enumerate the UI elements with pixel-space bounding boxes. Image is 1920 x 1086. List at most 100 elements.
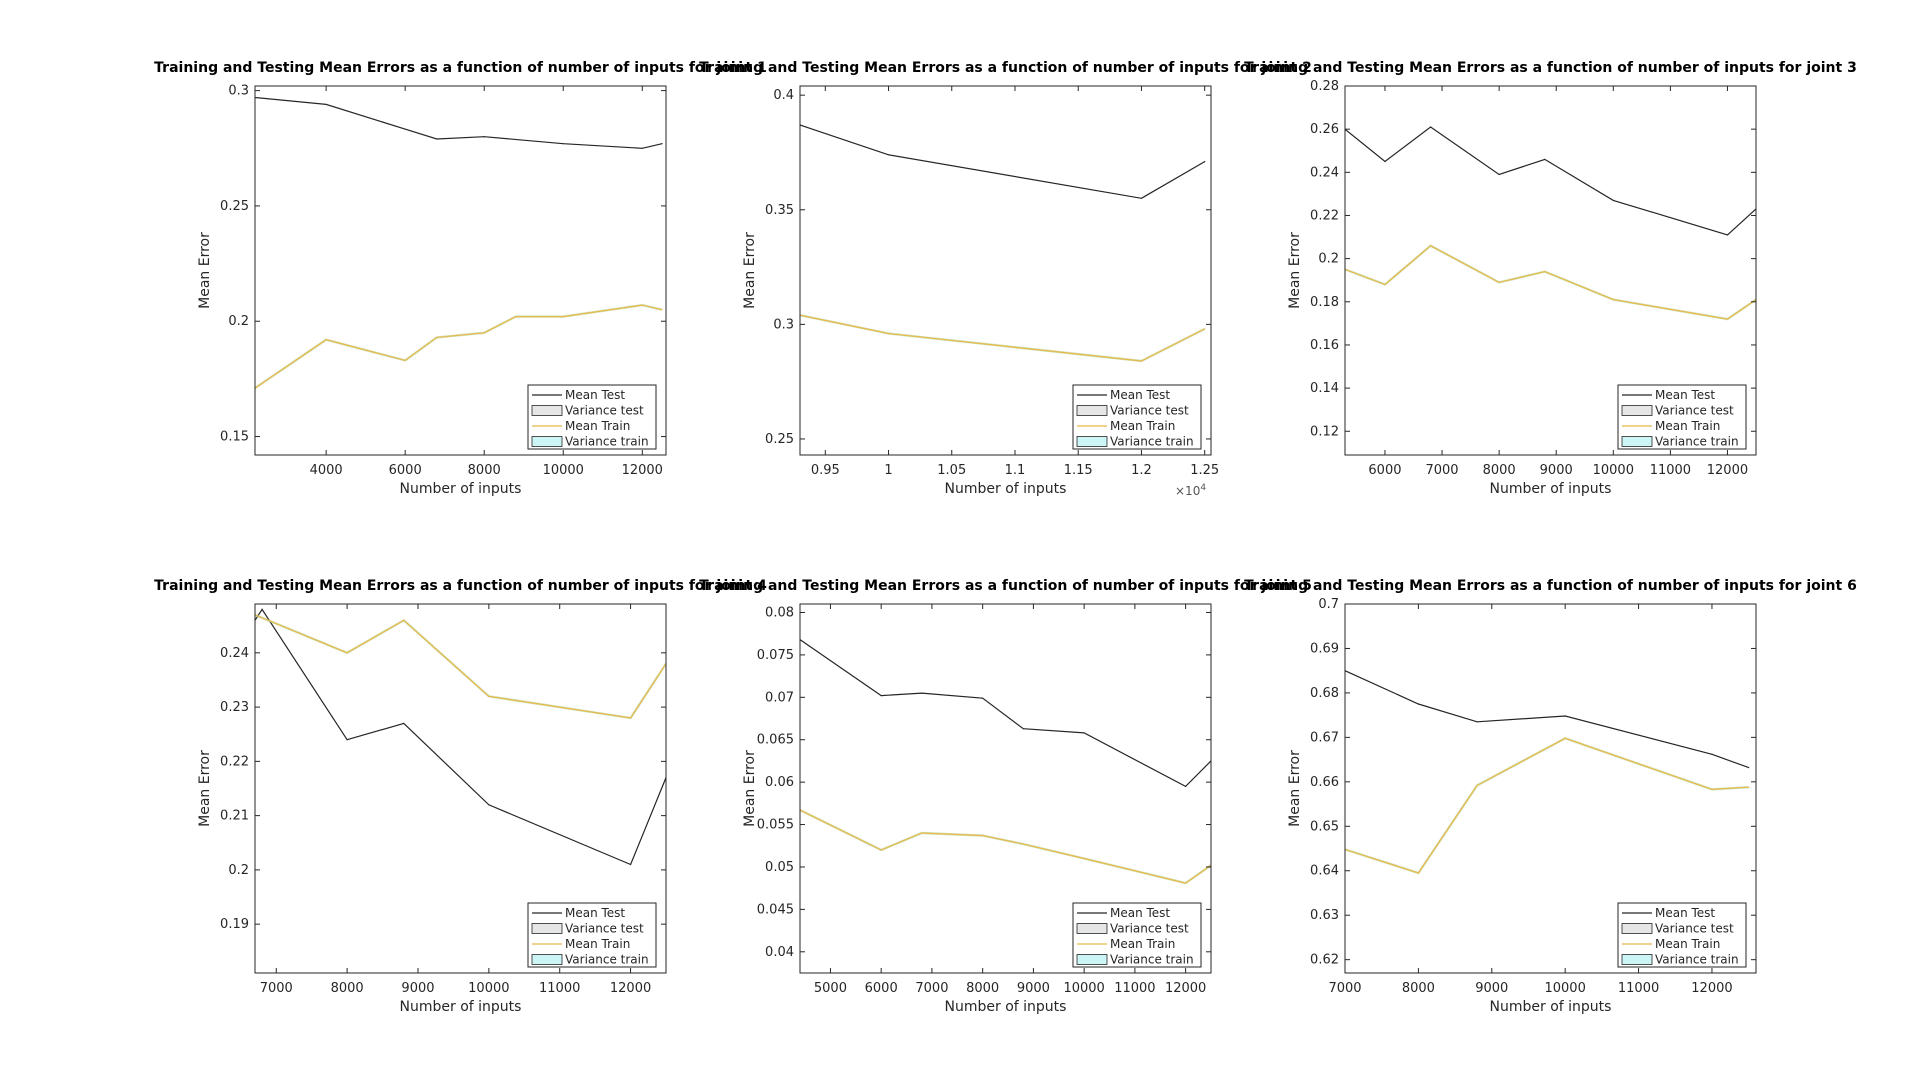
x-tick-label: 12000 — [1707, 463, 1748, 478]
axes-box — [799, 85, 1212, 456]
subplot-joint-3: 6000 7000 8000 9000 10000 11000 12000 0.12 0.14 0… — [1244, 60, 1857, 497]
chart-title: Training and Testing Mean Errors as a fu… — [1244, 60, 1857, 76]
mean-train-line — [800, 314, 1205, 362]
mean-train-point — [1417, 872, 1419, 874]
mean-test-point — [346, 739, 348, 741]
x-tick-label: 7000 — [1425, 463, 1458, 478]
legend-label: Variance test — [1110, 922, 1189, 936]
x-tick-label: 11000 — [539, 981, 580, 996]
mean-test-point — [483, 136, 485, 138]
y-tick-label: 0.28 — [1310, 79, 1339, 94]
legend-label: Variance train — [565, 435, 649, 449]
y-tick-label: 0.67 — [1310, 730, 1339, 745]
x-tick-label: 6000 — [1368, 463, 1401, 478]
mean-train-point — [1204, 328, 1206, 330]
legend-label: Variance train — [1655, 435, 1739, 449]
mean-test-point — [880, 695, 882, 697]
y-tick-label: 0.2 — [228, 314, 249, 329]
subplot-joint-2: 0.95 1 1.05 1.1 1.15 1.2 1.25 0.25 0.3 0.35 0.4 ×10… — [699, 60, 1312, 498]
y-tick-label: 0.22 — [1310, 208, 1339, 223]
x-tick-label: 9000 — [1017, 981, 1050, 996]
mean-test-point — [921, 692, 923, 694]
x-tick-label: 8000 — [1483, 463, 1516, 478]
y-tick-label: 0.4 — [773, 88, 794, 103]
axes-box — [254, 85, 667, 456]
x-tick-label: 10000 — [1544, 981, 1585, 996]
mean-train-point — [562, 316, 564, 318]
subplot-joint-5: 5000 6000 7000 8000 9000 10000 11000 12000 0.04 0… — [699, 578, 1312, 1015]
mean-test-point — [1498, 173, 1500, 176]
x-tick-label: 1.15 — [1064, 463, 1093, 478]
mean-test-point — [1430, 126, 1432, 128]
y-tick-label: 0.19 — [220, 917, 249, 932]
x-axis-label: Number of inputs — [945, 999, 1067, 1015]
x-tick-label: 7000 — [260, 981, 293, 996]
legend-variance-train-swatch — [1076, 954, 1108, 965]
y-tick-label: 0.045 — [757, 902, 794, 917]
mean-train-point — [515, 316, 517, 318]
y-tick-label: 0.24 — [1310, 165, 1339, 180]
series-group — [1345, 670, 1750, 875]
chart-title: Training and Testing Mean Errors as a fu… — [154, 60, 767, 76]
legend-label: Mean Test — [565, 388, 625, 402]
legend-label: Variance test — [1655, 922, 1734, 936]
mean-test-point — [1140, 197, 1143, 199]
legend-variance-test-swatch — [1621, 405, 1653, 416]
legend-label: Mean Train — [1110, 419, 1175, 433]
x-tick-label: 1.25 — [1190, 463, 1219, 478]
x-tick-label: 8000 — [966, 981, 999, 996]
x-tick-label: 12000 — [622, 463, 663, 478]
y-tick-label: 0.08 — [765, 605, 794, 620]
y-tick-label: 0.14 — [1310, 381, 1339, 396]
series-group — [1345, 126, 1756, 321]
x-axis-label: Number of inputs — [1490, 999, 1612, 1015]
mean-train-point — [1748, 786, 1750, 788]
mean-train-point — [982, 834, 984, 837]
mean-train-point — [1185, 882, 1187, 884]
legend-variance-test-swatch — [531, 405, 563, 416]
chart-title: Training and Testing Mean Errors as a fu… — [154, 578, 767, 594]
x-tick-label: 8000 — [1402, 981, 1435, 996]
y-tick-label: 0.25 — [220, 199, 249, 214]
x-tick-label: 10000 — [468, 981, 509, 996]
mean-train-point — [921, 832, 923, 834]
x-tick-label: 1.05 — [937, 463, 966, 478]
mean-test-line — [1345, 126, 1756, 236]
legend-variance-train-swatch — [1621, 954, 1653, 965]
legend-label: Variance test — [1110, 404, 1189, 418]
x-tick-label: 8000 — [331, 981, 364, 996]
x-tick-label: 4000 — [310, 463, 343, 478]
mean-test-line — [800, 124, 1206, 199]
mean-test-point — [436, 138, 438, 140]
y-tick-label: 0.2 — [1318, 252, 1339, 267]
mean-train-point — [346, 652, 348, 654]
legend-label: Mean Test — [1655, 906, 1715, 920]
x-tick-label: 0.95 — [811, 463, 840, 478]
y-tick-label: 0.35 — [765, 203, 794, 218]
mean-train-point — [436, 336, 438, 338]
x-axis-label: Number of inputs — [400, 481, 522, 497]
y-tick-label: 0.23 — [220, 700, 249, 715]
mean-train-line — [1345, 244, 1756, 320]
y-tick-label: 0.62 — [1310, 953, 1339, 968]
x-tick-label: 6000 — [865, 981, 898, 996]
mean-train-point — [1726, 318, 1729, 320]
x-tick-label: 11000 — [1650, 463, 1691, 478]
legend-label: Variance test — [1655, 404, 1734, 418]
subplot-joint-6: 7000 8000 9000 10000 11000 12000 0.62 0.63 0.64 0… — [1244, 578, 1857, 1015]
mean-test-point — [629, 863, 632, 866]
x-tick-label: 10000 — [543, 463, 584, 478]
mean-train-point — [1564, 737, 1566, 739]
y-tick-label: 0.075 — [757, 648, 794, 663]
x-axis-label: Number of inputs — [400, 999, 522, 1015]
mean-train-point — [1498, 281, 1500, 283]
x-tick-label: 11000 — [1114, 981, 1155, 996]
mean-test-point — [1612, 199, 1614, 201]
x-tick-label: 7000 — [915, 981, 948, 996]
legend-label: Mean Train — [1655, 419, 1720, 433]
x-axis-label: Number of inputs — [1490, 481, 1612, 497]
legend-label: Mean Train — [565, 419, 630, 433]
